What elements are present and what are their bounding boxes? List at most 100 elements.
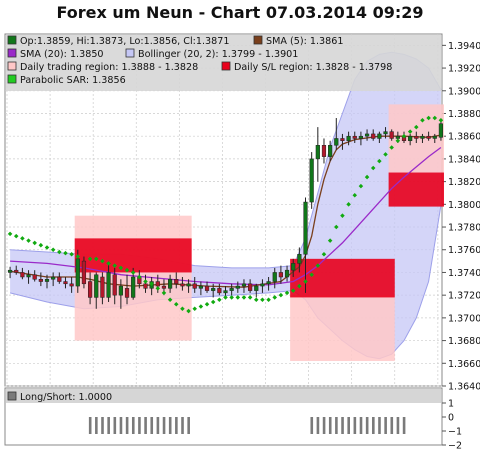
candle-body — [81, 260, 87, 285]
lower-legend-label: Long/Short: 1.0000 — [20, 392, 112, 403]
sar-point — [192, 306, 197, 312]
longshort-bar — [353, 417, 357, 434]
legend-swatch — [253, 35, 263, 45]
candle-body — [315, 145, 320, 160]
candle-body — [87, 281, 93, 298]
longshort-bar — [365, 417, 369, 434]
candle-body — [57, 276, 62, 282]
candle-body — [340, 138, 345, 141]
candle-body — [204, 285, 210, 291]
candle-body — [192, 283, 197, 289]
candle-body — [358, 135, 364, 139]
longshort-bar — [402, 417, 406, 434]
candle-body — [229, 288, 234, 291]
candle-body — [377, 133, 382, 139]
candle-body — [432, 135, 437, 139]
legend-swatch — [7, 61, 17, 71]
chart-title: Forex um Neun - Chart 07.03.2014 09:29 — [56, 3, 424, 22]
candle-body — [395, 135, 400, 139]
longshort-bar — [384, 417, 387, 434]
longshort-bar — [316, 417, 320, 434]
longshort-bar — [310, 417, 314, 434]
legend-swatch — [7, 74, 17, 84]
sar-point — [297, 283, 302, 289]
candle-body — [254, 285, 259, 291]
longshort-bar — [113, 417, 117, 434]
sar-point — [223, 295, 228, 300]
y-tick-label: 1.3780 — [448, 223, 480, 234]
candle-body — [389, 131, 394, 139]
candle-body — [438, 123, 444, 138]
longshort-bar — [328, 417, 332, 434]
sar-point — [340, 213, 345, 218]
candle-body — [291, 263, 296, 271]
candle-body — [106, 272, 111, 298]
longshort-bar — [131, 417, 135, 434]
longshort-bar — [322, 417, 326, 434]
sar-point — [130, 270, 136, 275]
sar-point — [290, 288, 296, 293]
longshort-bar — [107, 417, 110, 434]
candle-body — [408, 135, 413, 141]
candle-body — [44, 279, 50, 282]
candle-body — [168, 279, 173, 289]
longshort-bar — [378, 417, 381, 434]
sar-point — [235, 295, 241, 300]
candle-body — [131, 276, 136, 298]
candle-body — [352, 135, 357, 139]
candle-body — [371, 133, 376, 139]
longshort-bar — [101, 417, 104, 434]
longshort-bar — [347, 417, 350, 434]
sar-point — [210, 299, 216, 305]
sar-point — [309, 272, 314, 277]
sar-point — [167, 297, 173, 302]
sar-point — [420, 118, 425, 123]
candle-body — [38, 279, 43, 282]
legend-swatch — [221, 61, 231, 71]
sar-point — [247, 295, 253, 300]
candle-body — [297, 254, 302, 264]
sar-point — [377, 158, 382, 164]
candle-body — [100, 276, 105, 298]
sar-point — [284, 290, 290, 296]
candle-body — [383, 131, 388, 135]
sar-point — [315, 263, 321, 268]
y-tick-label: 1.3740 — [448, 268, 480, 279]
candle-body — [7, 269, 13, 273]
candle-body — [75, 258, 80, 287]
legend-label: Parabolic SAR: 1.3856 — [20, 75, 126, 86]
candle-body — [420, 135, 425, 139]
sar-point — [266, 297, 271, 302]
longshort-bar — [335, 417, 338, 434]
y-tick-label: 1.3800 — [448, 200, 480, 211]
y-tick-label: 1.3860 — [448, 132, 480, 143]
longshort-bar — [181, 417, 184, 434]
sar-point — [155, 286, 161, 291]
longshort-bar — [162, 417, 166, 434]
legend-label: Daily trading region: 1.3888 - 1.3828 — [20, 62, 198, 73]
y-tick-label: 1.3640 — [448, 382, 480, 393]
legend-label: Daily S/L region: 1.3828 - 1.3798 — [234, 62, 392, 73]
sar-point — [303, 279, 308, 284]
sar-point — [57, 249, 62, 255]
main-panel: 1.3640 1.3660 1.3680 1.3700 1.3720 1.3740 1.37… — [4, 33, 480, 393]
sar-point — [143, 279, 148, 284]
candle-body — [198, 285, 203, 289]
candle-body — [180, 283, 185, 287]
candle-body — [63, 281, 68, 285]
candle-body — [26, 274, 31, 278]
y-tick-label: 1.3840 — [448, 154, 480, 165]
candle-body — [426, 135, 431, 139]
legend-label: Bollinger (20, 2): 1.3799 - 1.3901 — [138, 49, 298, 60]
y-tick-label: 1.3680 — [448, 336, 480, 347]
sar-point — [38, 242, 44, 248]
lower-y-tick-label: 1 — [448, 399, 454, 410]
lower-legend-swatch — [7, 391, 17, 401]
lower-y-tick-label: −1 — [448, 427, 462, 438]
candle-body — [248, 283, 253, 291]
candle-body — [272, 272, 277, 282]
sar-point — [204, 301, 210, 307]
longshort-bar — [187, 417, 190, 434]
sar-point — [87, 256, 93, 262]
y-tick-label: 1.3660 — [448, 359, 480, 370]
